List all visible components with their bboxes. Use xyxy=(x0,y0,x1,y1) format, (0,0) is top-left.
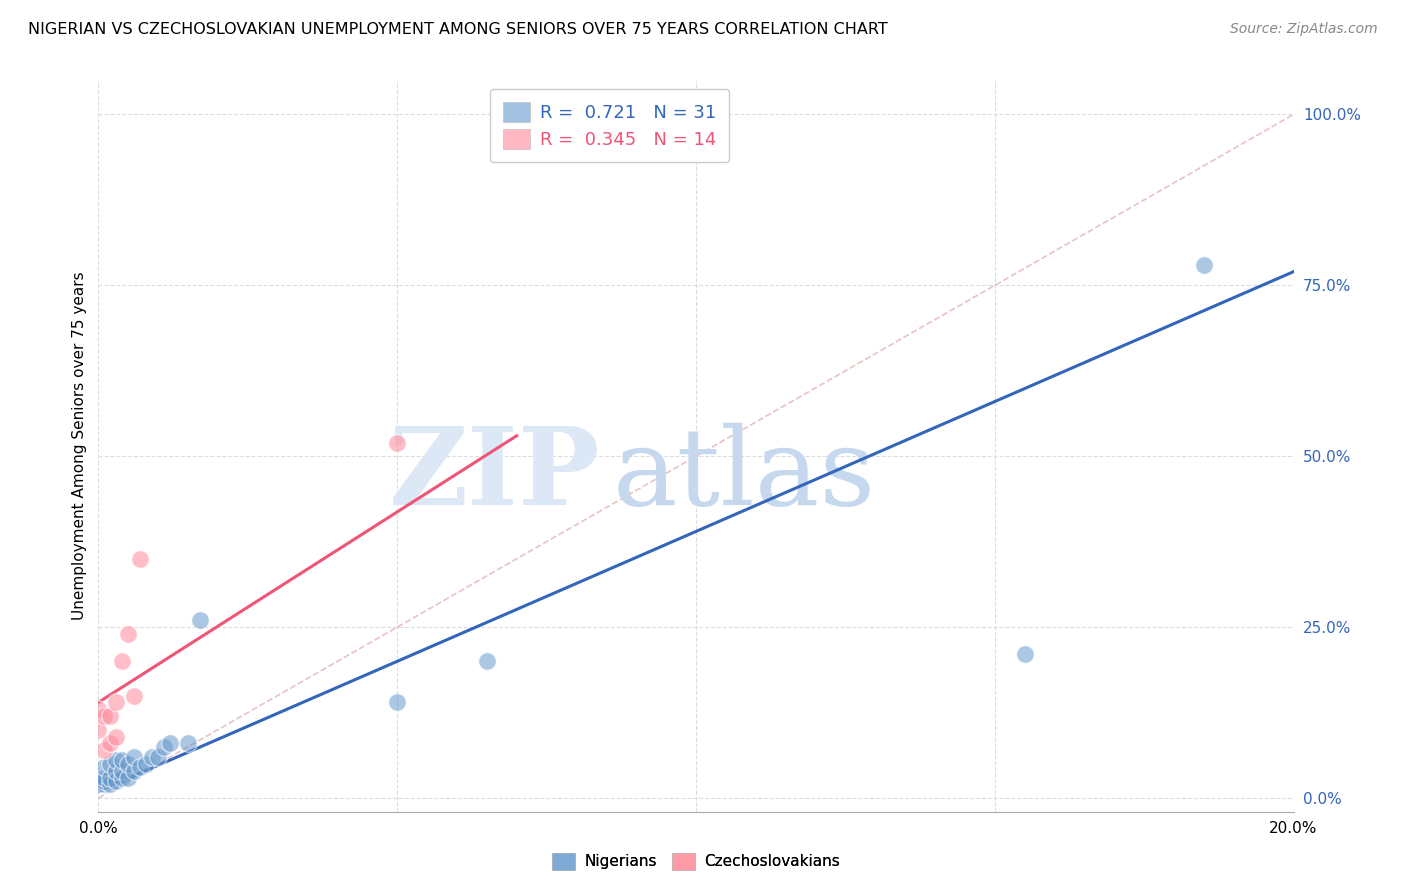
Point xyxy=(87,723,110,737)
Point xyxy=(93,709,115,723)
Point xyxy=(1014,648,1036,662)
Point xyxy=(87,774,110,789)
Legend: Nigerians, Czechoslovakians: Nigerians, Czechoslovakians xyxy=(544,846,848,877)
Point xyxy=(124,750,146,764)
Point xyxy=(111,654,134,668)
Point xyxy=(93,743,115,757)
Point xyxy=(105,754,128,768)
Point xyxy=(188,613,211,627)
Point xyxy=(98,771,122,785)
Point xyxy=(124,689,146,703)
Point xyxy=(385,435,409,450)
Point xyxy=(159,736,181,750)
Text: atlas: atlas xyxy=(612,423,876,528)
Point xyxy=(506,135,529,149)
Point xyxy=(475,654,498,668)
Point xyxy=(117,771,139,785)
Point xyxy=(124,764,146,778)
Point xyxy=(105,730,128,744)
Point xyxy=(98,756,122,771)
Point xyxy=(93,777,115,791)
Y-axis label: Unemployment Among Seniors over 75 years: Unemployment Among Seniors over 75 years xyxy=(72,272,87,620)
Point xyxy=(111,764,134,778)
Point xyxy=(87,777,110,791)
Point xyxy=(98,709,122,723)
Point xyxy=(129,760,152,774)
Point xyxy=(111,771,134,785)
Point xyxy=(111,754,134,768)
Point xyxy=(385,695,409,709)
Point xyxy=(105,764,128,778)
Point xyxy=(105,774,128,789)
Point xyxy=(93,774,115,789)
Point xyxy=(93,771,115,785)
Point xyxy=(177,736,200,750)
Point xyxy=(153,739,176,754)
Point xyxy=(105,695,128,709)
Point xyxy=(141,750,163,764)
Point xyxy=(117,627,139,641)
Text: Source: ZipAtlas.com: Source: ZipAtlas.com xyxy=(1230,22,1378,37)
Text: NIGERIAN VS CZECHOSLOVAKIAN UNEMPLOYMENT AMONG SENIORS OVER 75 YEARS CORRELATION: NIGERIAN VS CZECHOSLOVAKIAN UNEMPLOYMENT… xyxy=(28,22,887,37)
Point xyxy=(129,551,152,566)
Point xyxy=(1192,258,1215,272)
Point xyxy=(117,756,139,771)
Point xyxy=(98,777,122,791)
Point xyxy=(87,702,110,716)
Point xyxy=(148,750,170,764)
Point xyxy=(98,736,122,750)
Point xyxy=(93,760,115,774)
Text: ZIP: ZIP xyxy=(389,422,600,528)
Point xyxy=(135,756,157,771)
